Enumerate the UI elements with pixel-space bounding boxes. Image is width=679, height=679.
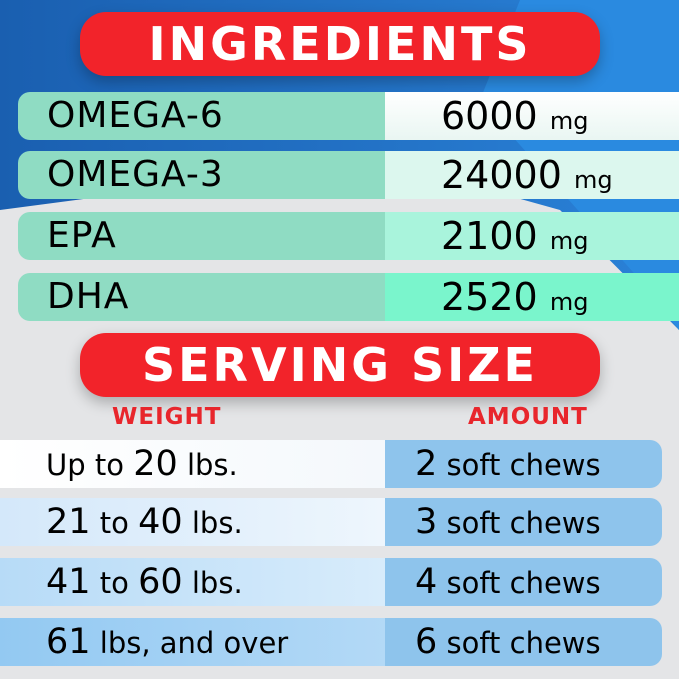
amount-cell: 3 soft chews [385,498,662,546]
weight-number: 21 [46,502,91,542]
weight-cell: 61 lbs, and over [0,618,385,666]
ingredient-row: DHA 2520 mg [18,273,679,321]
amount-value: 2520 [441,275,538,319]
ingredient-amount: 2520 mg [385,273,679,321]
amount-cell: 6 soft chews [385,618,662,666]
chew-count: 4 [415,562,438,602]
amount-unit: mg [549,288,589,316]
ingredients-title: INGREDIENTS [80,12,600,76]
amount-value: 24000 [441,153,562,197]
ingredient-name: OMEGA-3 [18,151,385,199]
chew-count: 6 [415,622,438,662]
amount-cell: 2 soft chews [385,440,662,488]
weight-number: 60 [138,562,183,602]
serving-row: 61 lbs, and over 6 soft chews [0,618,662,666]
weight-text: lbs, and over [90,626,289,660]
weight-number: 61 [46,622,91,662]
serving-row: Up to 20 lbs. 2 soft chews [0,440,662,488]
serving-row: 41 to 60 lbs. 4 soft chews [0,558,662,606]
chew-label: soft chews [437,506,601,540]
chew-count: 3 [415,502,438,542]
weight-cell: 21 to 40 lbs. [0,498,385,546]
weight-cell: 41 to 60 lbs. [0,558,385,606]
weight-header: WEIGHT [112,404,222,430]
ingredient-amount: 24000 mg [385,151,679,199]
ingredient-row: OMEGA-6 6000 mg [18,92,679,140]
chew-count: 2 [415,444,438,484]
weight-number: 41 [46,562,91,602]
weight-text: Up to [46,448,134,482]
weight-number: 20 [133,444,178,484]
ingredient-row: EPA 2100 mg [18,212,679,260]
amount-unit: mg [573,166,613,194]
weight-text: lbs. [182,506,243,540]
chew-label: soft chews [437,626,601,660]
weight-text: to [90,566,139,600]
ingredient-name: OMEGA-6 [18,92,385,140]
weight-text: lbs. [177,448,238,482]
serving-row: 21 to 40 lbs. 3 soft chews [0,498,662,546]
ingredient-amount: 6000 mg [385,92,679,140]
amount-cell: 4 soft chews [385,558,662,606]
amount-unit: mg [549,107,589,135]
weight-cell: Up to 20 lbs. [0,440,385,488]
amount-value: 2100 [441,214,538,258]
chew-label: soft chews [437,448,601,482]
ingredient-name: DHA [18,273,385,321]
ingredient-name: EPA [18,212,385,260]
weight-text: lbs. [182,566,243,600]
amount-unit: mg [549,227,589,255]
serving-size-title: SERVING SIZE [80,333,600,397]
weight-number: 40 [138,502,183,542]
chew-label: soft chews [437,566,601,600]
ingredient-row: OMEGA-3 24000 mg [18,151,679,199]
weight-text: to [90,506,139,540]
amount-value: 6000 [441,94,538,138]
amount-header: AMOUNT [468,404,588,430]
ingredient-amount: 2100 mg [385,212,679,260]
